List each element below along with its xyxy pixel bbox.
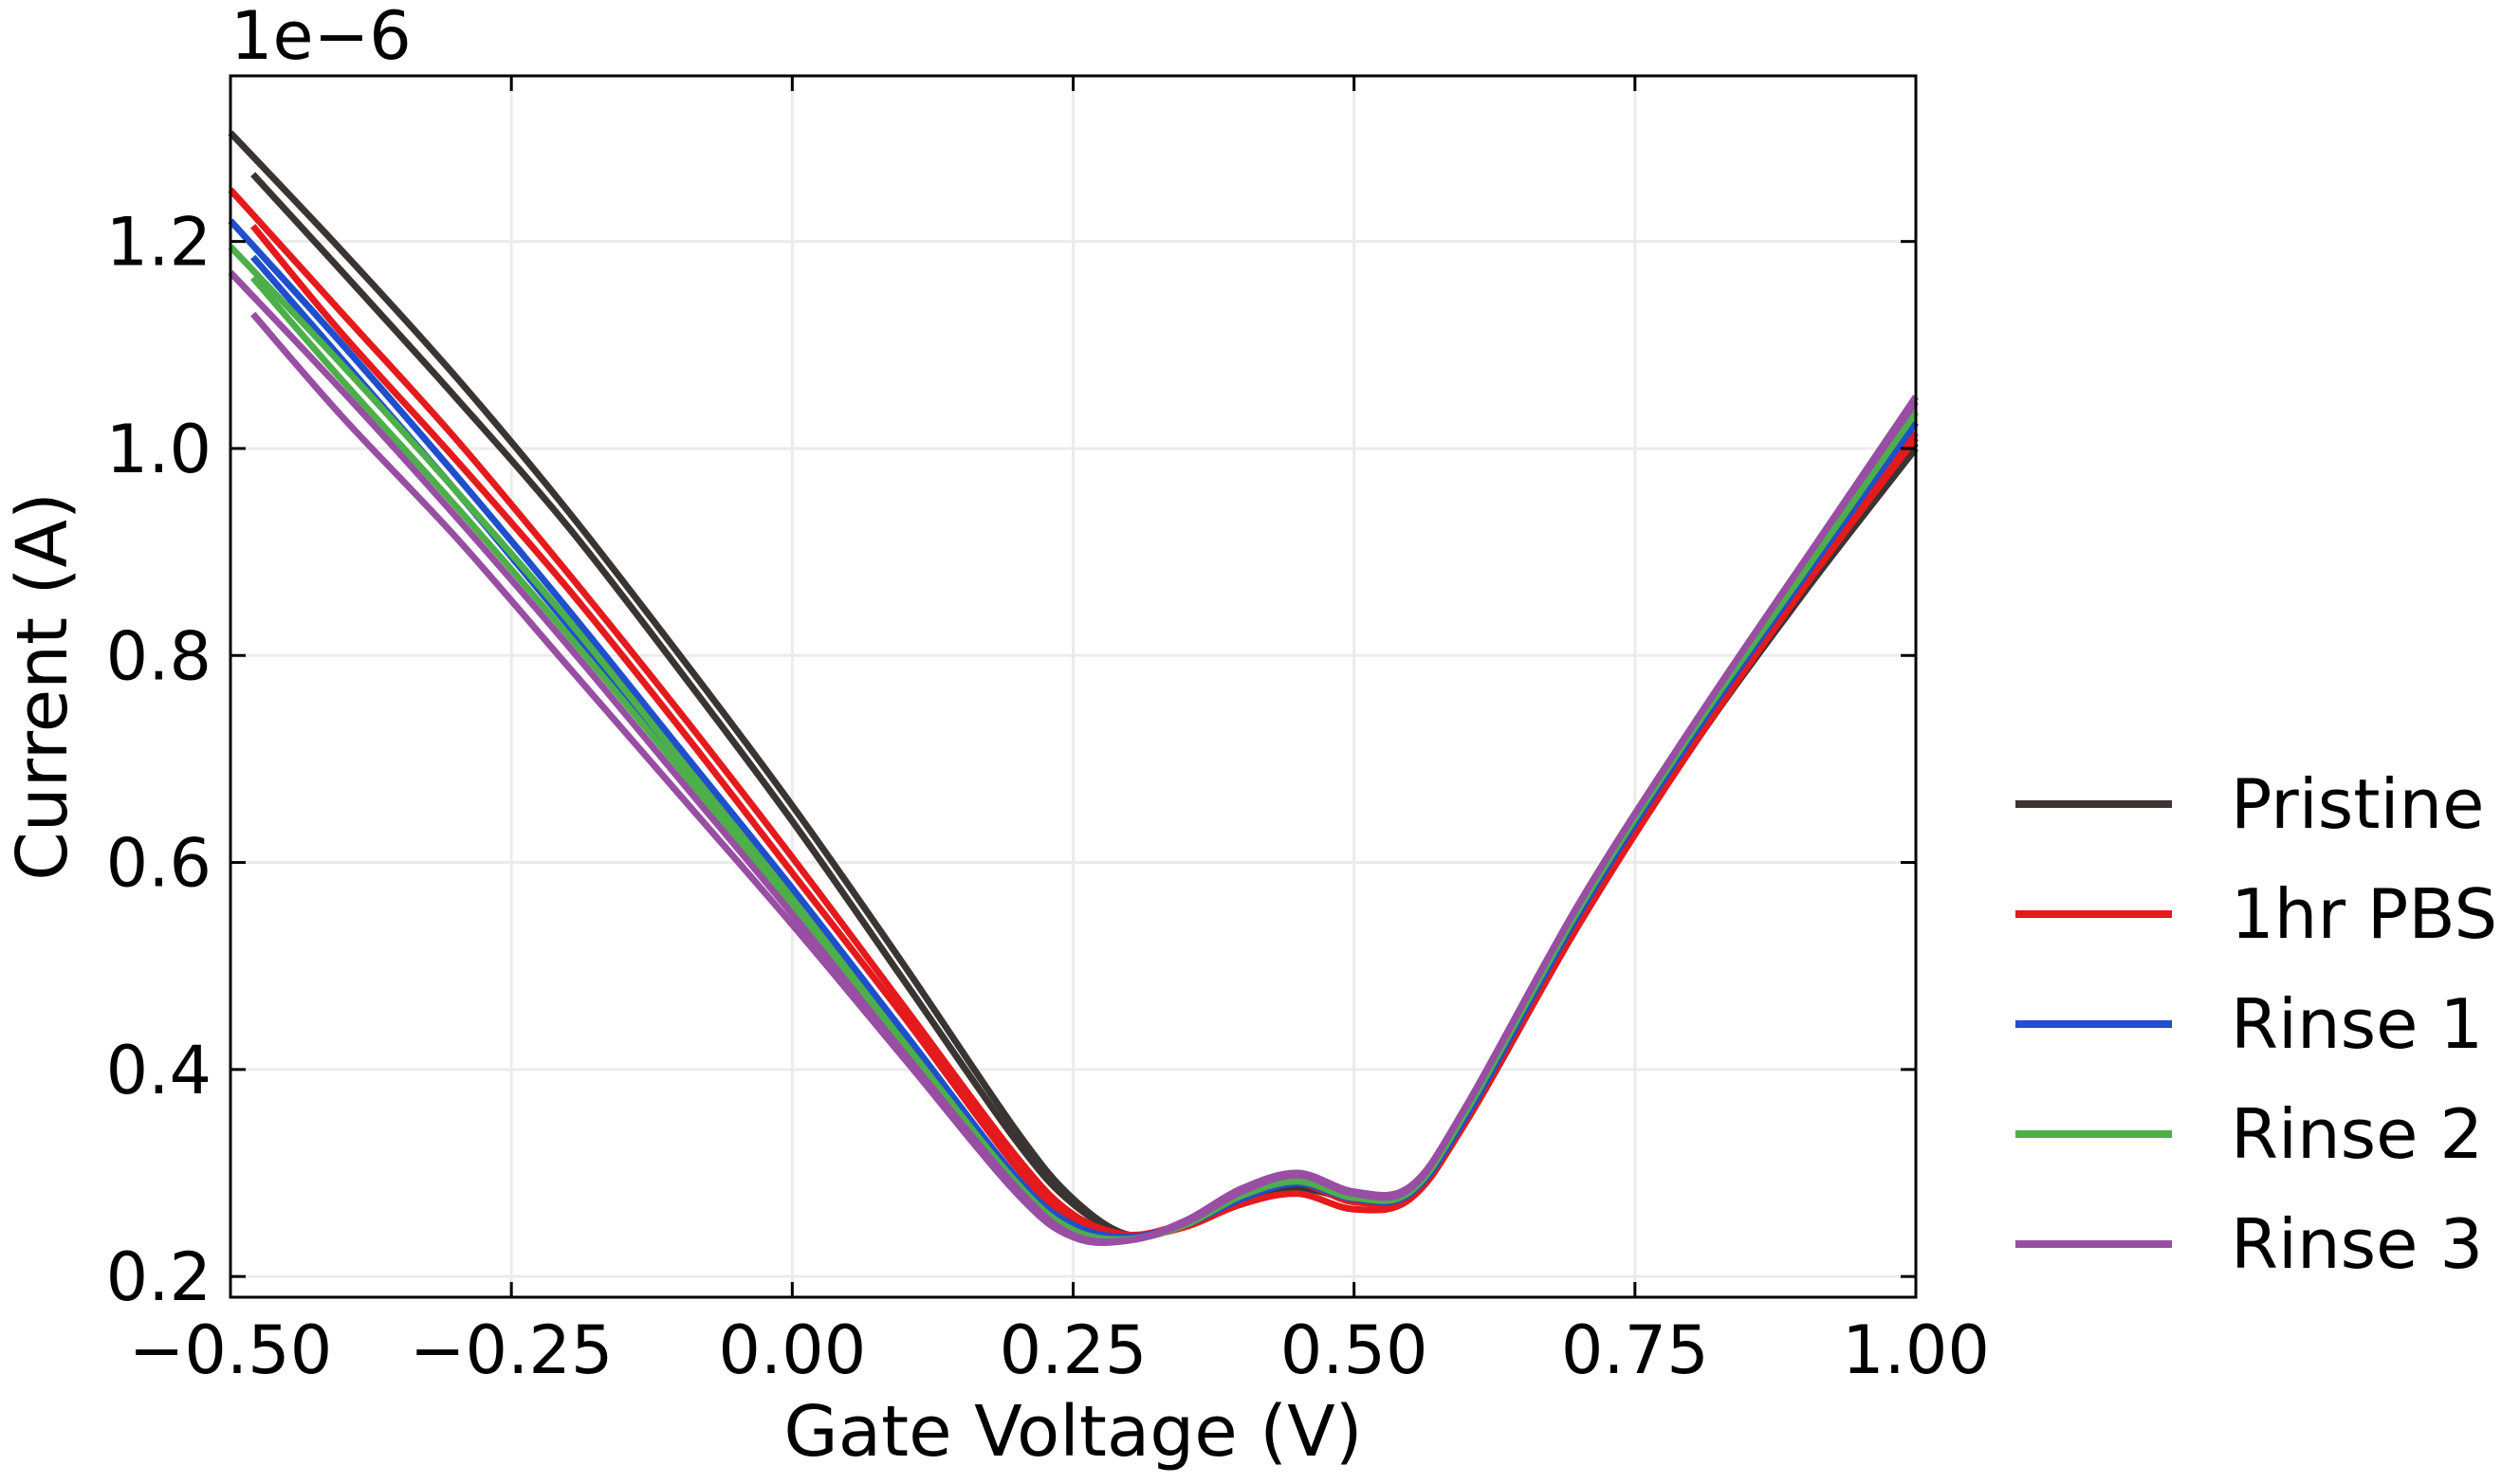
- y-tick-label: 0.6: [106, 825, 212, 903]
- y-offset-label: 1e−6: [230, 0, 412, 75]
- x-tick-label: 0.50: [1280, 1311, 1428, 1389]
- legend-label-pristine: Pristine: [2231, 764, 2484, 844]
- y-tick-label: 0.8: [106, 617, 212, 695]
- y-tick-label: 1.2: [106, 204, 212, 282]
- y-axis-title: Current (A): [2, 492, 83, 881]
- legend-label-rinse-2: Rinse 2: [2231, 1094, 2483, 1174]
- y-tick-label: 0.4: [106, 1032, 212, 1109]
- x-tick-label: −0.25: [410, 1311, 614, 1389]
- legend-label-rinse-1: Rinse 1: [2231, 984, 2483, 1064]
- axis-ticks: −0.50 −0.25 0.00 0.25 0.50 0.75 1.00 0.2 0.4 0.6 0…: [106, 76, 1990, 1389]
- x-tick-label: −0.50: [129, 1311, 333, 1389]
- x-tick-label: 0.00: [718, 1311, 866, 1389]
- x-tick-label: 0.25: [1000, 1311, 1148, 1389]
- plot-area: [228, 130, 1919, 1247]
- grid-lines: [229, 76, 1918, 1297]
- x-tick-label: 0.75: [1561, 1311, 1709, 1389]
- x-tick-label: 1.00: [1842, 1311, 1990, 1389]
- legend-label-rinse-3: Rinse 3: [2231, 1204, 2483, 1284]
- x-axis-title: Gate Voltage (V): [783, 1391, 1362, 1473]
- legend-label-1hr-pbs: 1hr PBS: [2231, 874, 2497, 954]
- legend: Pristine 1hr PBS Rinse 1 Rinse 2 Rinse 3: [2015, 764, 2497, 1284]
- y-tick-label: 0.2: [106, 1238, 212, 1316]
- series-line-rinse-3-sweep-2: [250, 311, 1919, 1247]
- y-tick-label: 1.0: [106, 411, 212, 488]
